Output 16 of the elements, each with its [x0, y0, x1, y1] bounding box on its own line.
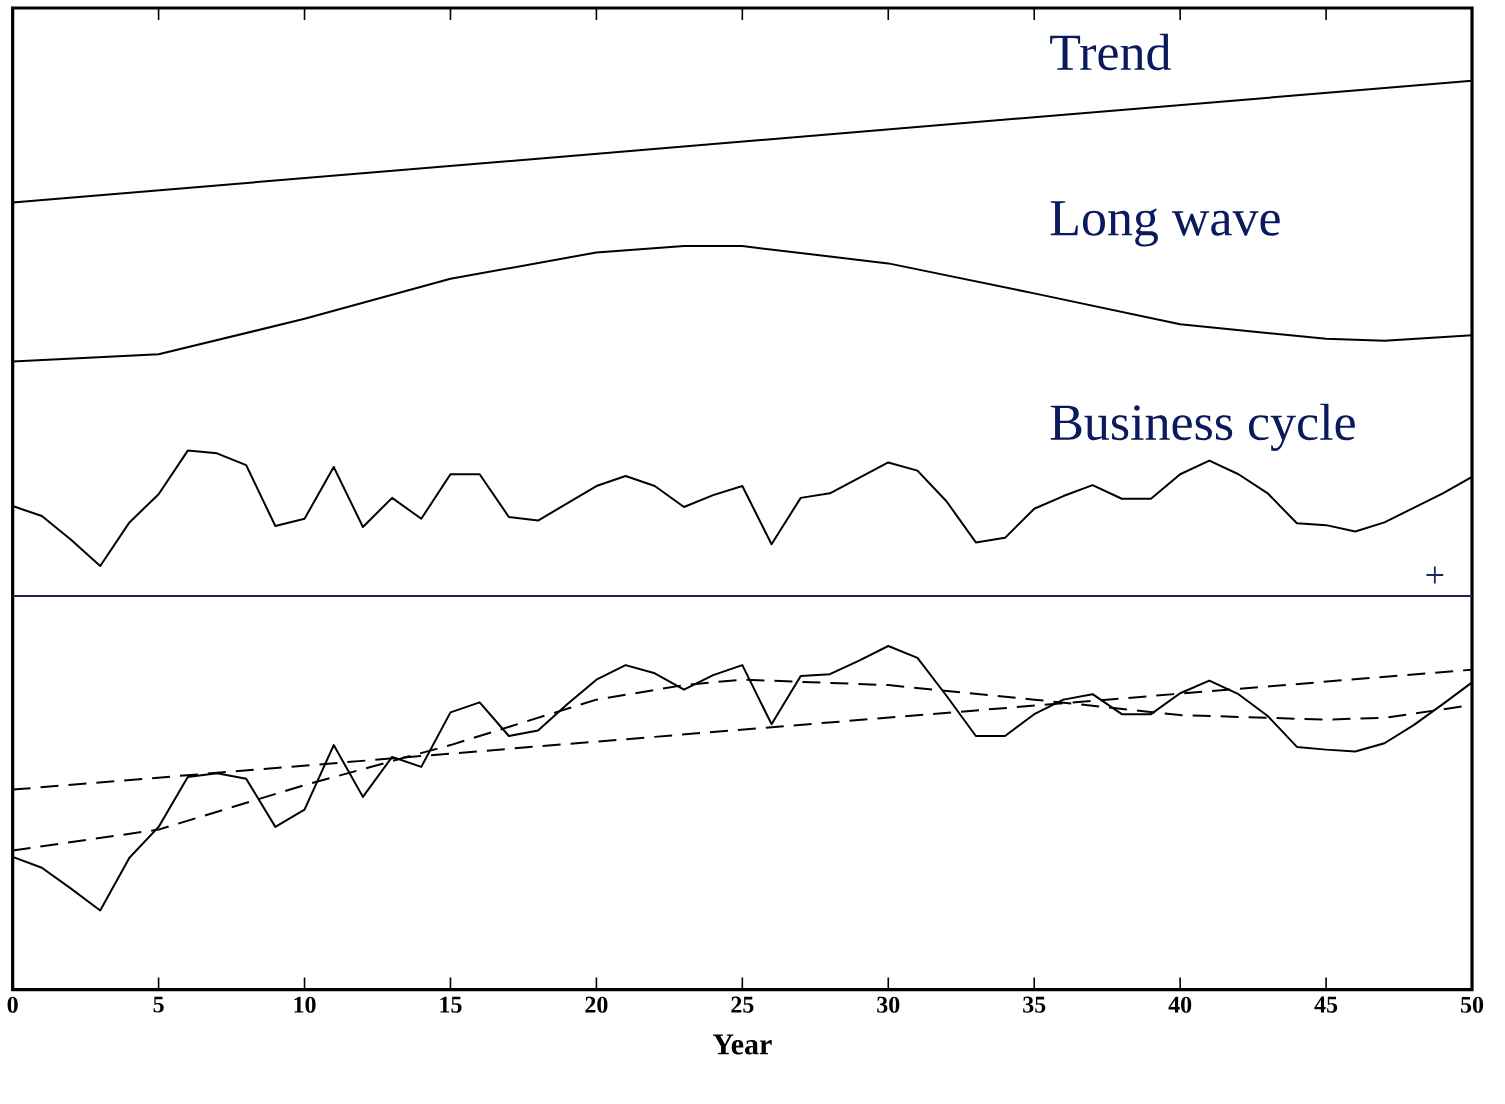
x-tick-label: 45 [1314, 996, 1338, 1013]
x-tick-label: 40 [1168, 996, 1192, 1014]
series-label: Business cycle [1050, 403, 1355, 452]
x-tick-label: 35 [1023, 996, 1046, 1013]
x-tick-label: 25 [731, 996, 754, 1013]
legend-label: Trend [1050, 33, 1171, 71]
series-label: Long wave [1050, 201, 1280, 247]
x-tick-label: 30 [877, 996, 900, 1014]
x-tick-label: 15 [440, 996, 462, 1013]
x-tick-label: 10 [294, 996, 316, 1014]
ref-line-label: + [1426, 566, 1444, 584]
x-tick-label: 0 [7, 996, 18, 1014]
x-axis-title: Year [712, 1034, 772, 1055]
x-tick-label: 50 [1461, 996, 1484, 1014]
x-tick-label: 5 [153, 996, 164, 1013]
x-tick-label: 20 [585, 996, 608, 1014]
